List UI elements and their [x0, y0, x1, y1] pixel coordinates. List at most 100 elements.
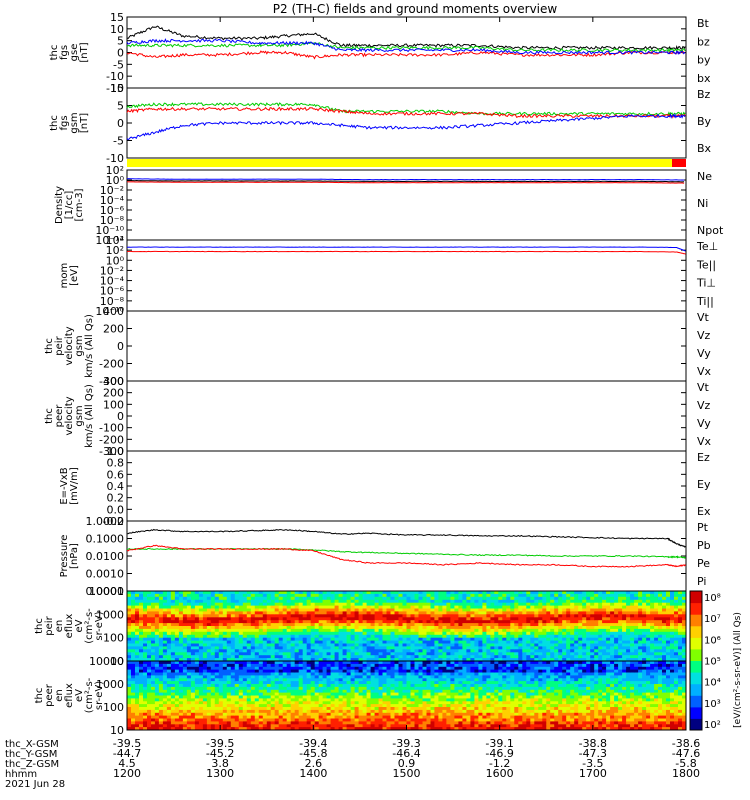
y-tick-label: 1.0000 [86, 515, 125, 528]
series-Ni [126, 179, 685, 183]
legend-entry: Bx [697, 142, 712, 155]
x-tick-label: 1800 [672, 767, 700, 780]
y-tick-label: -5 [113, 135, 124, 148]
legend-entry: Ti⊥ [696, 277, 716, 290]
y-tick-label: -200 [99, 433, 124, 446]
legend-entry: Bt [697, 17, 710, 30]
y-axis-label: velocity [64, 396, 75, 435]
y-tick-label: 10 [110, 655, 124, 668]
y-tick-label: 15 [110, 11, 124, 24]
y-axis-label: peer [54, 404, 65, 428]
panel-peir_velocity: 400 200 0 -200 -400 thc peir velocity gsm km/s (A… [44, 305, 712, 388]
spectrogram-cells [127, 591, 687, 662]
y-tick-label: 10⁻⁸ [100, 214, 125, 227]
x-axis-annotation: -39.5-44.74.51200-39.5-45.23.81300-39.4-… [5, 17, 700, 790]
x-tick-label: -45.2 [206, 747, 234, 760]
y-axis-label: gsm [74, 405, 85, 426]
x-tick-label: 4.5 [118, 757, 136, 770]
colorbar-tick-label: 10³ [704, 699, 721, 710]
y-axis-label: thc [49, 115, 60, 131]
y-tick-label: 5 [117, 35, 124, 48]
legend-entry: By [697, 115, 712, 128]
y-axis-label: thc [34, 688, 45, 704]
y-axis-label: Pressure [59, 535, 70, 578]
y-tick-label: 10⁻¹⁰ [95, 224, 124, 237]
y-axis-label: fgs [59, 45, 70, 60]
y-axis-label: Density [54, 186, 65, 224]
series-bx [126, 38, 686, 56]
y-tick-label: 10² [106, 244, 124, 257]
y-tick-label: 10⁻⁴ [100, 194, 125, 207]
x-tick-label: 1400 [299, 767, 327, 780]
y-axis-label: sr-eV) [94, 611, 105, 640]
y-tick-label: 10 [110, 23, 124, 36]
legend-entry: Vt [697, 311, 710, 324]
y-tick-label: 0.6 [107, 468, 125, 481]
legend-entry: Bz [697, 88, 711, 101]
y-tick-label: 10⁻¹² [95, 234, 124, 247]
x-tick-label: -46.9 [485, 747, 513, 760]
y-axis-label: [eV] [69, 265, 80, 286]
y-tick-label: -10 [106, 70, 124, 83]
legend-entry: Pe [697, 557, 710, 570]
y-axis-label: [cm-3] [74, 188, 85, 221]
legend-entry: Vt [697, 381, 710, 394]
x-tick-label: -38.8 [579, 737, 607, 750]
panel-frame [126, 239, 687, 312]
status-bar-end [672, 159, 686, 167]
y-tick-label: 400 [103, 305, 124, 318]
legend-entry: Pt [697, 521, 709, 534]
panel-frame [126, 450, 687, 522]
x-tick-label: -38.6 [672, 737, 700, 750]
colorbar-tick-label: 10⁶ [704, 635, 721, 646]
y-tick-label: 0.2 [107, 492, 125, 505]
x-tick-label: 1500 [393, 767, 421, 780]
series-Bz [126, 106, 686, 119]
y-tick-label: 10⁻² [100, 184, 124, 197]
legend-entry: Pi [697, 575, 706, 588]
x-tick-label: -1.2 [489, 757, 510, 770]
y-tick-label: 1000 [96, 678, 124, 691]
y-axis-label: eflux [64, 683, 75, 708]
legend-entry: Vy [697, 347, 711, 360]
y-axis-label: thc [34, 618, 45, 634]
y-tick-label: 10 [110, 724, 124, 737]
y-tick-label: 100 [103, 398, 124, 411]
legend-entry: Ni [697, 197, 708, 210]
y-axis-label: [nT] [79, 113, 90, 133]
panel-peer_en_eflux: 10000 1000 100 10 thc peer en eflux eV (cm²-s-sr-… [34, 655, 687, 737]
y-tick-label: 10⁻⁴ [100, 275, 125, 288]
series-Ne [126, 181, 685, 184]
y-tick-label: 10² [106, 164, 124, 177]
y-tick-label: 0.1000 [86, 533, 125, 546]
y-axis-label: en [54, 620, 65, 633]
colorbar-tick-label: 10⁴ [704, 678, 721, 689]
series-By [126, 102, 686, 117]
x-axis-row-label: thc_X-GSM [5, 739, 59, 750]
y-tick-label: 1000 [96, 608, 124, 621]
y-tick-label: 10⁻⁸ [100, 295, 125, 308]
y-tick-label: 10⁻⁶ [100, 204, 125, 217]
x-axis-row-label: thc_Y-GSM [5, 749, 57, 760]
y-axis-label: en [54, 689, 65, 702]
y-tick-label: 300 [103, 375, 124, 388]
series-Npot [126, 178, 685, 181]
y-tick-label: 10⁴ [106, 234, 125, 247]
x-tick-label: -47.3 [579, 747, 607, 760]
y-tick-label: -10 [106, 152, 124, 165]
y-tick-label: 0.0100 [86, 550, 125, 563]
x-axis-row-label: 2021 Jun 28 [5, 779, 65, 790]
y-tick-label: 0.8 [107, 457, 125, 470]
series-Ti⊥ [126, 246, 686, 252]
x-tick-label: -39.3 [392, 737, 420, 750]
x-tick-label: 2.6 [305, 757, 323, 770]
y-tick-label: 10⁰ [106, 254, 125, 267]
series-Bt [126, 25, 686, 51]
y-axis-label: gse [69, 44, 80, 62]
y-axis-label: [nPa] [69, 543, 80, 569]
y-tick-label: -300 [99, 445, 124, 458]
y-axis-label: gsm [74, 335, 85, 356]
y-tick-label: 0 [117, 117, 124, 130]
